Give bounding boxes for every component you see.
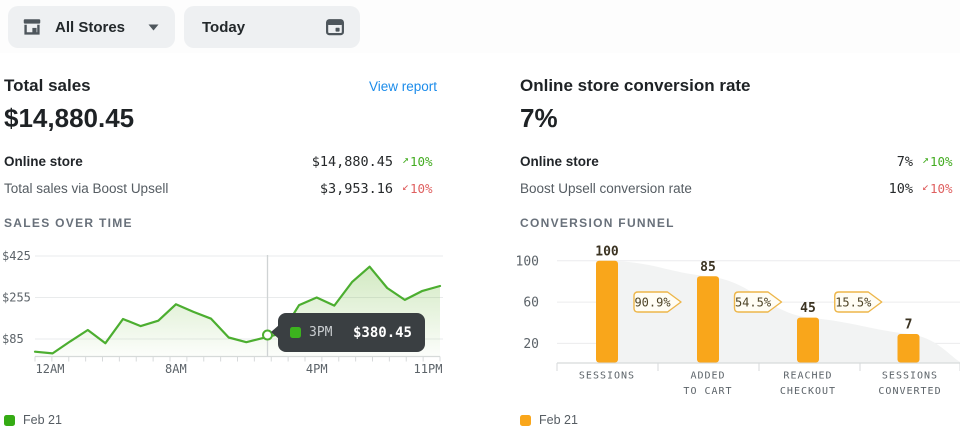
legend-label: Feb 21 bbox=[23, 413, 62, 427]
sales-legend: Feb 21 bbox=[4, 413, 62, 427]
tooltip-time: 3PM bbox=[309, 325, 333, 340]
conversion-rate-badge bbox=[633, 291, 682, 313]
metric-label: Online store bbox=[520, 154, 599, 169]
metric-label: Online store bbox=[4, 154, 83, 169]
delta-value: 10% bbox=[409, 181, 433, 196]
funnel-bar[interactable] bbox=[596, 260, 618, 363]
category-label: SESSIONS bbox=[882, 371, 938, 382]
delta-value: 10% bbox=[929, 181, 953, 196]
conversion-rate-badge bbox=[834, 291, 883, 313]
total-sales-title: Total sales bbox=[4, 76, 91, 95]
total-sales-metric-rows: Online store $14,880.45 ↗ 10% Total sales… bbox=[4, 148, 437, 202]
x-axis-label: 12AM bbox=[36, 362, 65, 376]
metric-row-boost-upsell-rate: Boost Upsell conversion rate 10% ↙ 10% bbox=[520, 175, 957, 202]
delta-value: 10% bbox=[409, 154, 433, 169]
metric-row-boost-upsell-sales: Total sales via Boost Upsell $3,953.16 ↙… bbox=[4, 175, 437, 202]
trend-up-icon: ↗ bbox=[402, 151, 409, 166]
date-selector-label: Today bbox=[202, 18, 246, 36]
y-axis-label: 20 bbox=[523, 337, 539, 352]
category-label: TO CART bbox=[683, 386, 732, 397]
metric-value: $3,953.16 bbox=[319, 180, 393, 197]
metric-delta-down: ↙ 10% bbox=[393, 178, 437, 197]
store-icon bbox=[21, 16, 43, 38]
x-axis-label: 4PM bbox=[306, 362, 328, 376]
metric-value: $14,880.45 bbox=[311, 153, 393, 170]
y-axis-label: 60 bbox=[523, 296, 539, 311]
trend-down-icon: ↙ bbox=[922, 178, 929, 193]
funnel-decline-area bbox=[607, 260, 960, 363]
delta-value: 10% bbox=[929, 154, 953, 169]
legend-label: Feb 21 bbox=[539, 413, 578, 427]
metric-delta-down: ↙ 10% bbox=[913, 178, 957, 197]
y-axis-label: $85 bbox=[2, 332, 24, 346]
metric-value: 10% bbox=[888, 180, 913, 197]
metric-delta-up: ↗ 10% bbox=[913, 151, 957, 170]
category-label: CONVERTED bbox=[878, 386, 941, 397]
category-label: ADDED bbox=[690, 371, 725, 382]
chart-tooltip: 3PM $380.45 bbox=[271, 313, 425, 352]
y-axis-label: $255 bbox=[2, 290, 31, 304]
conversion-rate-value: 54.5% bbox=[735, 296, 772, 310]
conversion-rate-value: 7% bbox=[520, 103, 558, 133]
sales-over-time-heading: SALES OVER TIME bbox=[4, 216, 133, 230]
store-selector-label: All Stores bbox=[55, 18, 126, 36]
conversion-rate-title: Online store conversion rate bbox=[520, 76, 751, 95]
metric-row-online-store-rate: Online store 7% ↗ 10% bbox=[520, 148, 957, 175]
metric-label: Boost Upsell conversion rate bbox=[520, 181, 692, 196]
trend-up-icon: ↗ bbox=[922, 151, 929, 166]
sales-line[interactable] bbox=[33, 265, 442, 355]
funnel-legend: Feb 21 bbox=[520, 413, 578, 427]
x-axis-label: 11PM bbox=[414, 362, 443, 376]
conversion-rate-value: 90.9% bbox=[634, 296, 671, 310]
bar-value-label: 85 bbox=[700, 260, 716, 275]
category-label: REACHED bbox=[783, 371, 832, 382]
total-sales-value: $14,880.45 bbox=[4, 103, 135, 133]
y-axis-label: 100 bbox=[516, 254, 539, 269]
conversion-metric-rows: Online store 7% ↗ 10% Boost Upsell conver… bbox=[520, 148, 957, 202]
x-axis-label: 8AM bbox=[165, 362, 187, 376]
funnel-bar[interactable] bbox=[697, 276, 719, 363]
tooltip-value: $380.45 bbox=[352, 324, 412, 341]
metric-delta-up: ↗ 10% bbox=[393, 151, 437, 170]
y-axis-label: $425 bbox=[2, 249, 31, 263]
legend-swatch-green bbox=[4, 414, 15, 426]
category-label: SESSIONS bbox=[579, 371, 635, 382]
chevron-down-icon bbox=[148, 24, 159, 31]
trend-down-icon: ↙ bbox=[402, 178, 409, 193]
store-selector-button[interactable]: All Stores bbox=[8, 6, 175, 48]
metric-value: 7% bbox=[896, 153, 913, 170]
date-selector-button[interactable]: Today bbox=[184, 6, 360, 48]
conversion-funnel-chart[interactable]: 100 60 20 100 SESSIONS 85 ADDED TO CART 45 REACHE… bbox=[505, 245, 960, 405]
funnel-bar[interactable] bbox=[897, 334, 920, 363]
metric-row-online-store: Online store $14,880.45 ↗ 10% bbox=[4, 148, 437, 175]
conversion-rate-badge bbox=[733, 291, 783, 313]
bar-value-label: 7 bbox=[905, 318, 913, 333]
funnel-bar[interactable] bbox=[797, 317, 819, 363]
conversion-rate-value: 15.5% bbox=[835, 296, 872, 310]
conversion-funnel-heading: CONVERSION FUNNEL bbox=[520, 216, 675, 230]
bar-value-label: 100 bbox=[595, 245, 619, 259]
calendar-icon bbox=[324, 16, 346, 38]
tooltip-series-swatch bbox=[290, 327, 301, 338]
category-label: CHECKOUT bbox=[780, 386, 836, 397]
legend-swatch-orange bbox=[520, 414, 531, 426]
topbar: All Stores Today bbox=[0, 0, 960, 53]
metric-label: Total sales via Boost Upsell bbox=[4, 181, 169, 196]
view-report-link[interactable]: View report bbox=[368, 79, 437, 94]
bar-value-label: 45 bbox=[800, 301, 816, 316]
